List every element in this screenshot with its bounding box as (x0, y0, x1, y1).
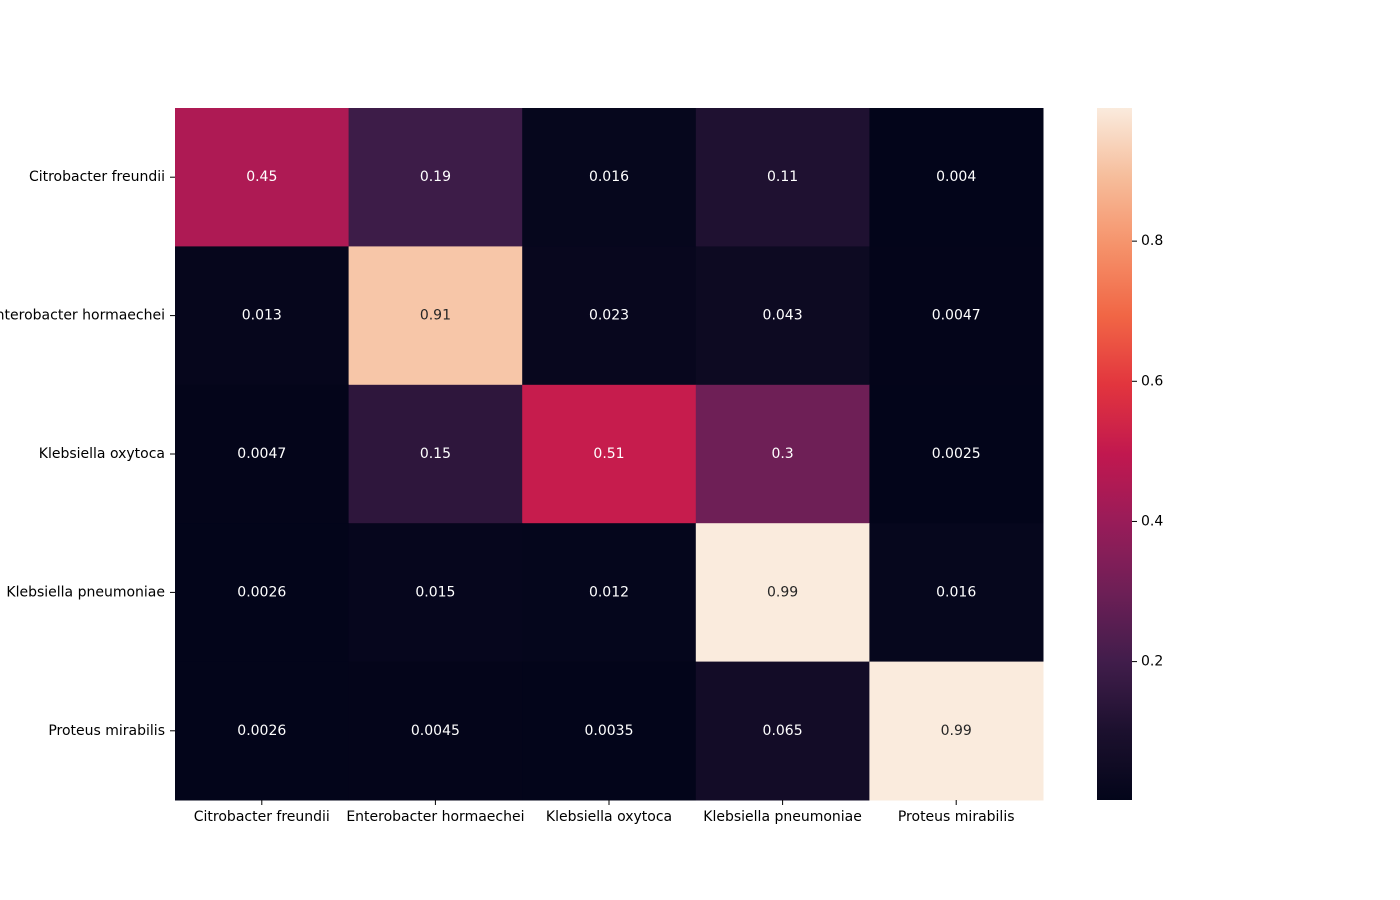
colorbar-tick-label: 0.4 (1141, 513, 1163, 529)
heatmap-cell (522, 523, 697, 663)
cell-value-label: 0.19 (420, 169, 451, 185)
heatmap-cell (175, 246, 350, 386)
x-tick-label: Enterobacter hormaechei (346, 809, 524, 825)
cell-value-label: 0.0025 (932, 446, 981, 462)
cell-value-label: 0.99 (767, 584, 798, 600)
heatmap-cell (869, 384, 1044, 524)
heatmap-cell (348, 523, 523, 663)
cell-value-label: 0.51 (593, 446, 624, 462)
heatmap-cell (175, 108, 350, 247)
cell-value-label: 0.016 (936, 584, 976, 600)
x-tick-label: Citrobacter freundii (194, 809, 330, 825)
heatmap-cell (695, 384, 870, 524)
cell-value-label: 0.0026 (237, 723, 286, 739)
y-tick-label: Citrobacter freundii (29, 169, 165, 185)
x-axis: Citrobacter freundii Enterobacter hormaec… (194, 800, 1015, 825)
colorbar-tick-label: 0.6 (1141, 373, 1163, 389)
colorbar-tick-label: 0.2 (1141, 654, 1163, 670)
cell-value-label: 0.11 (767, 169, 798, 185)
y-axis: Citrobacter freundii Enterobacter hormaec… (0, 169, 175, 739)
y-tick-label: Proteus mirabilis (48, 723, 165, 739)
cell-value-label: 0.0026 (237, 584, 286, 600)
heatmap-cell (175, 523, 350, 663)
x-tick-label: Proteus mirabilis (898, 809, 1015, 825)
heatmap-cell (522, 384, 697, 524)
cell-value-label: 0.3 (771, 446, 793, 462)
heatmap-cell (348, 661, 523, 801)
heatmap-cell (522, 108, 697, 247)
cell-value-label: 0.015 (415, 584, 455, 600)
cell-value-label: 0.012 (589, 584, 629, 600)
cell-annotations: 0.45 0.19 0.016 0.11 0.004 0.013 0.91 0.023 0.04… (237, 169, 980, 739)
heatmap-cell (695, 661, 870, 801)
heatmap-cell (348, 384, 523, 524)
cell-value-label: 0.0047 (237, 446, 286, 462)
x-tick-label: Klebsiella pneumoniae (703, 809, 862, 825)
colorbar-tick-label: 0.8 (1141, 233, 1163, 249)
cell-value-label: 0.45 (246, 169, 277, 185)
cell-value-label: 0.0035 (585, 723, 634, 739)
cell-value-label: 0.016 (589, 169, 629, 185)
colorbar: 0.2 0.4 0.6 0.8 (1097, 108, 1163, 800)
y-tick-label: Klebsiella pneumoniae (6, 584, 165, 600)
heatmap-cell (348, 108, 523, 247)
cell-value-label: 0.023 (589, 308, 629, 324)
cell-value-label: 0.0045 (411, 723, 460, 739)
cell-value-label: 0.0047 (932, 308, 981, 324)
heatmap-cell (522, 246, 697, 386)
cell-value-label: 0.065 (763, 723, 803, 739)
heatmap-cell (522, 661, 697, 801)
colorbar-gradient (1097, 108, 1132, 800)
heatmap-cell (869, 246, 1044, 386)
heatmap-cell (869, 661, 1044, 801)
y-tick-label: Klebsiella oxytoca (39, 446, 165, 462)
cell-value-label: 0.004 (936, 169, 976, 185)
cell-value-label: 0.013 (242, 308, 282, 324)
cell-value-label: 0.91 (420, 308, 451, 324)
heatmap-cell (348, 246, 523, 386)
heatmap-cell (175, 384, 350, 524)
heatmap-cell (869, 523, 1044, 663)
heatmap-cell (695, 108, 870, 247)
heatmap-cells (175, 108, 1044, 801)
y-tick-label: Enterobacter hormaechei (0, 308, 165, 324)
heatmap-cell (695, 246, 870, 386)
x-tick-label: Klebsiella oxytoca (546, 809, 672, 825)
heatmap-cell (869, 108, 1044, 247)
cell-value-label: 0.043 (763, 308, 803, 324)
heatmap-cell (175, 661, 350, 801)
cell-value-label: 0.99 (941, 723, 972, 739)
cell-value-label: 0.15 (420, 446, 451, 462)
heatmap-cell (695, 523, 870, 663)
